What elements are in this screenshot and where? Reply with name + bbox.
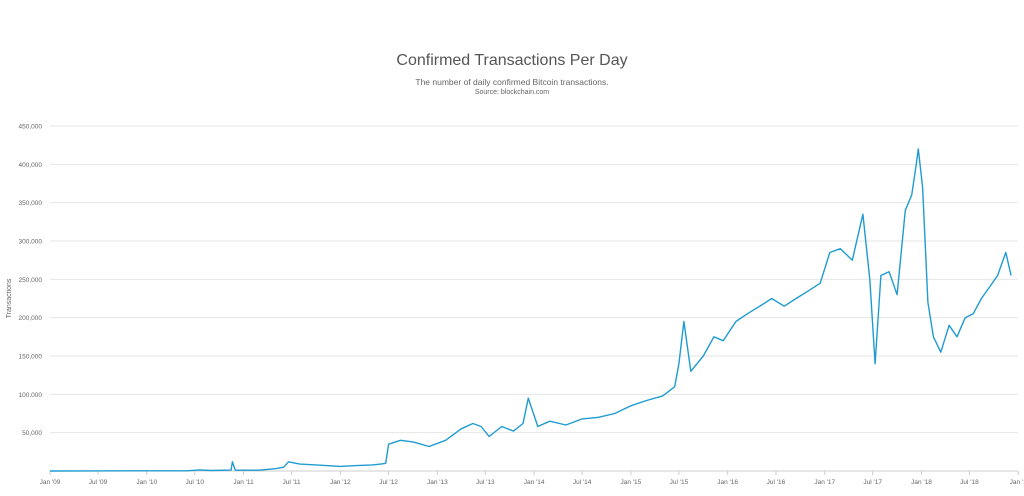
x-tick-label: Jul '17 — [863, 479, 882, 486]
x-tick-label: Jan '10 — [136, 479, 157, 486]
y-axis-label: Transactions — [6, 278, 13, 318]
series-layer — [49, 148, 1012, 472]
x-tick-label: Jan '18 — [911, 479, 932, 486]
y-tick-label: 50,000 — [22, 430, 42, 437]
x-tick-label: Jan '17 — [814, 479, 835, 486]
x-tick-label: Jan '13 — [427, 479, 448, 486]
x-tick-label: Jan '14 — [524, 479, 545, 486]
x-tick-label: Jan '12 — [330, 479, 351, 486]
y-tick-label: 450,000 — [19, 124, 43, 131]
x-tick-label: Jul '11 — [282, 479, 300, 486]
series-line-0 — [49, 148, 1012, 472]
x-tick-label: Jan '1 — [1010, 479, 1024, 486]
x-tick-label: Jul '14 — [573, 479, 592, 486]
y-axis-ticks: 50,000 100,000 150,000 200,000 250,000 300,00… — [19, 124, 43, 438]
x-tick-label: Jul '13 — [476, 479, 495, 486]
x-tick-label: Jan '15 — [621, 479, 642, 486]
x-tick-label: Jan '16 — [717, 479, 738, 486]
y-tick-label: 200,000 — [19, 315, 43, 322]
x-tick-label: Jul '09 — [89, 479, 108, 486]
x-tick-label: Jul '18 — [960, 479, 979, 486]
x-tick-label: Jan '09 — [40, 479, 61, 486]
y-tick-label: 100,000 — [19, 392, 43, 399]
y-tick-label: 350,000 — [19, 200, 43, 207]
chart-title: Confirmed Transactions Per Day — [396, 52, 628, 69]
x-tick-label: Jul '16 — [767, 479, 786, 486]
chart-subtitle: The number of daily confirmed Bitcoin tr… — [415, 77, 609, 87]
grid-layer — [50, 125, 1018, 434]
x-tick-label: Jul '12 — [379, 479, 398, 486]
x-axis-ticks: Jan '09 Jul '09 Jan '10 Jul '10 Jan '11 Jul '… — [40, 471, 1024, 486]
x-tick-label: Jul '15 — [670, 479, 689, 486]
x-tick-label: Jan '11 — [233, 479, 254, 486]
chart-source: Source: blockchain.com — [474, 89, 550, 96]
x-tick-label: Jul '10 — [185, 479, 204, 486]
y-tick-label: 300,000 — [19, 239, 43, 246]
y-tick-label: 250,000 — [19, 277, 43, 284]
y-tick-label: 400,000 — [19, 162, 43, 169]
y-tick-label: 150,000 — [19, 354, 43, 361]
